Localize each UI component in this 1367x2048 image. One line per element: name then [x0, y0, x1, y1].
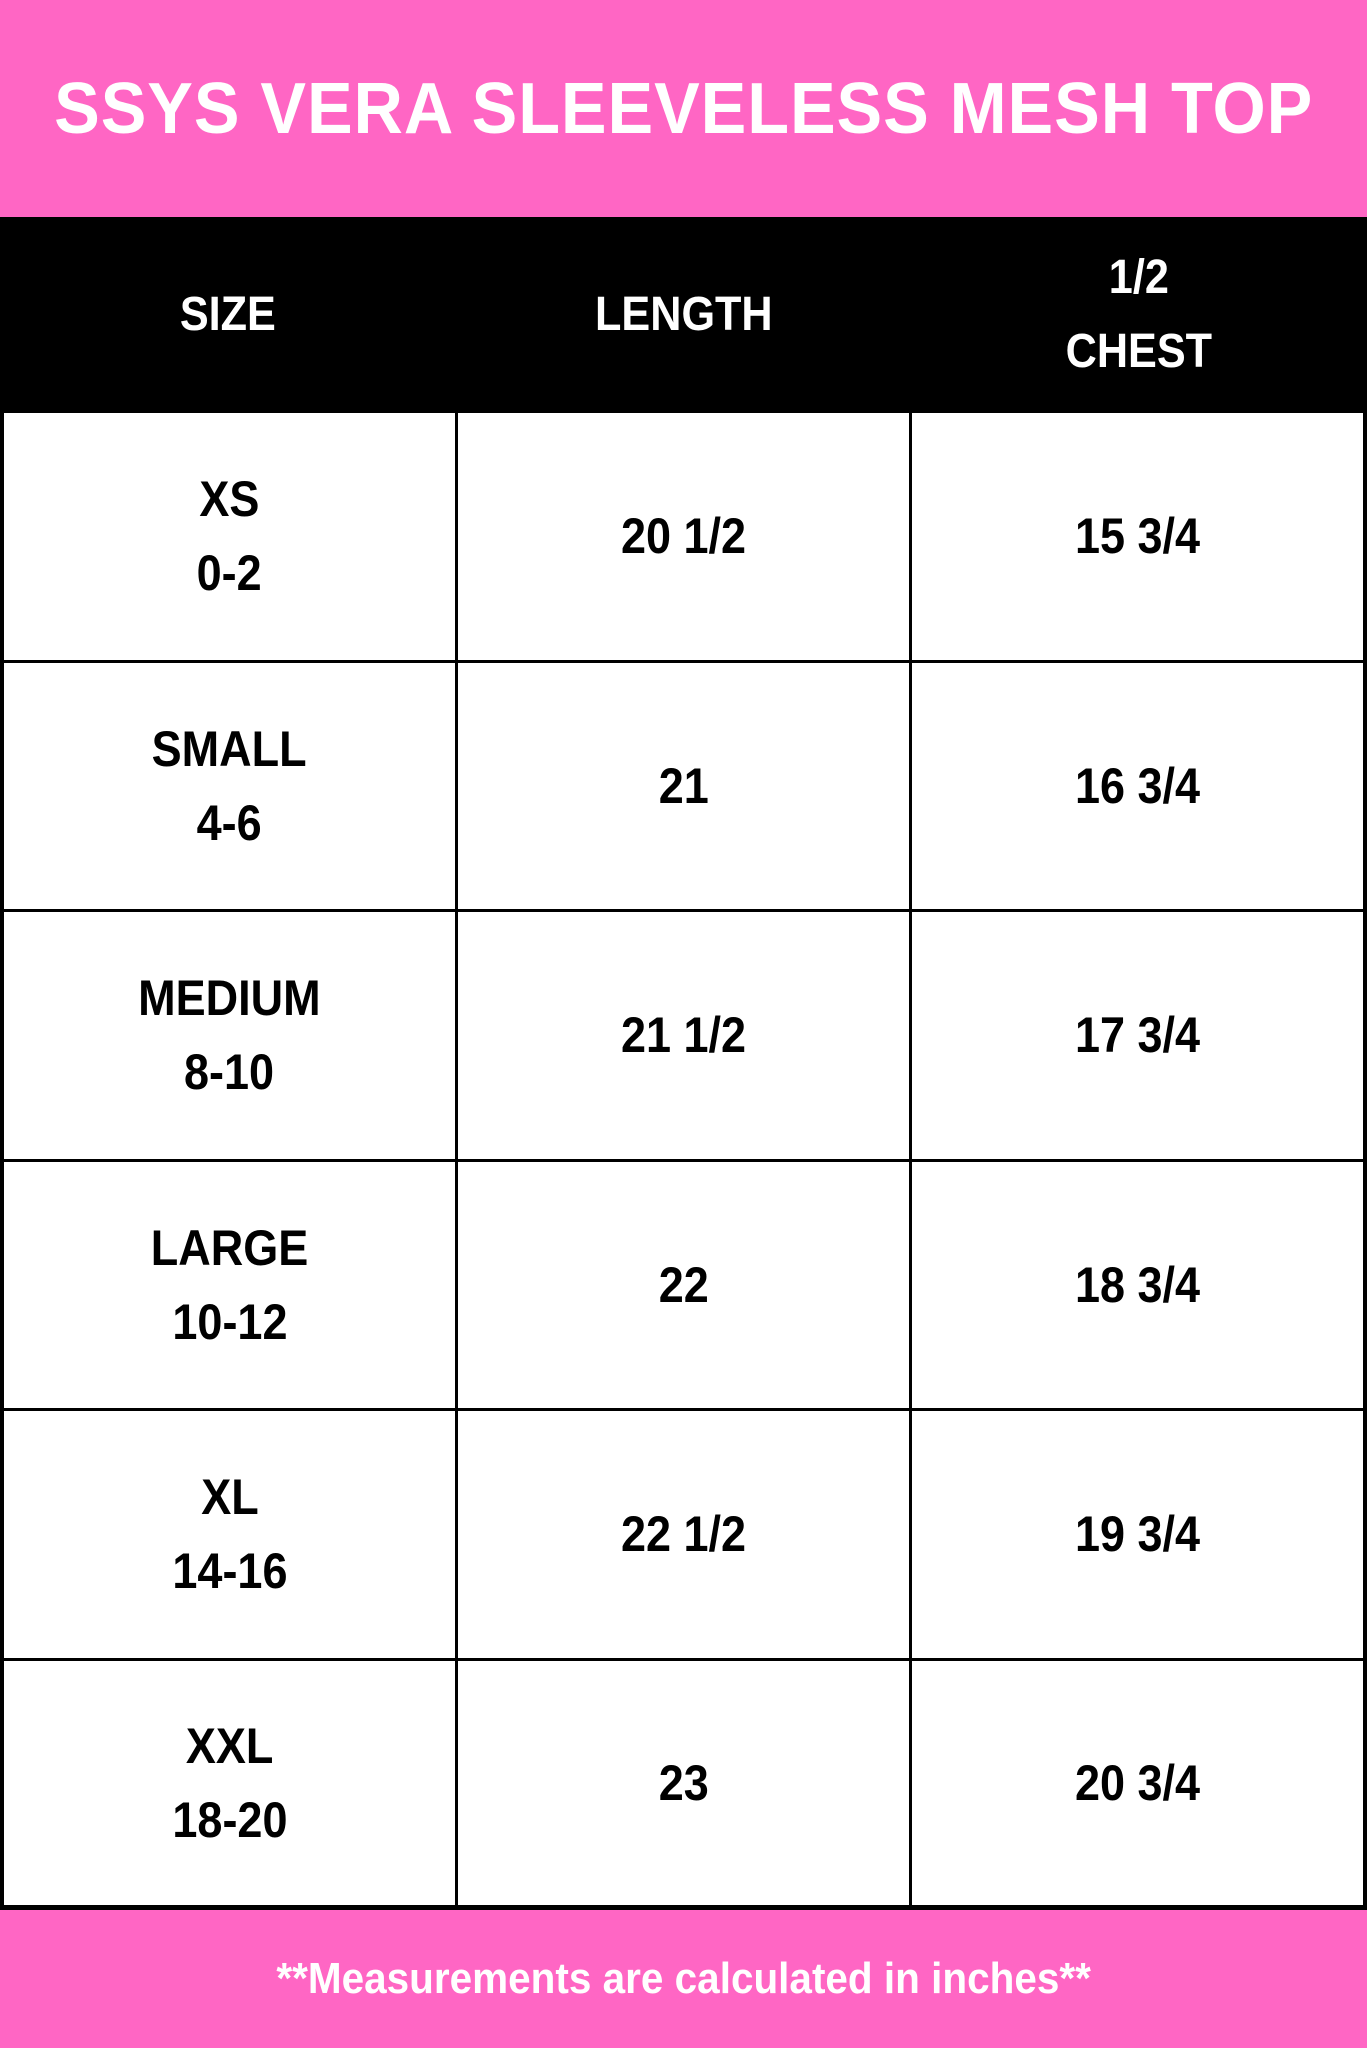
chest-value: 18 3/4 — [1074, 1256, 1201, 1313]
size-range: 4-6 — [196, 794, 263, 851]
length-value: 21 — [658, 757, 709, 814]
table-row: LARGE 10-12 22 18 3/4 — [4, 1161, 1363, 1411]
length-value: 20 1/2 — [620, 508, 747, 565]
size-range: 18-20 — [171, 1791, 288, 1848]
length-cell: 20 1/2 — [455, 413, 909, 660]
header-half-chest: 1/2 CHEST — [1065, 251, 1213, 378]
size-range: 14-16 — [171, 1543, 288, 1600]
table-header: SIZE LENGTH 1/2 CHEST — [0, 217, 1367, 413]
chest-cell: 15 3/4 — [909, 413, 1363, 660]
size-cell: XL 14-16 — [4, 1411, 455, 1658]
size-label: MEDIUM — [138, 970, 321, 1027]
size-label: XL — [200, 1469, 259, 1526]
size-label: XS — [199, 471, 260, 528]
length-cell: 21 — [455, 662, 909, 909]
length-cell: 22 — [455, 1161, 909, 1408]
chest-cell: 17 3/4 — [909, 912, 1363, 1159]
size-label: SMALL — [152, 720, 307, 777]
size-cell: MEDIUM 8-10 — [4, 912, 455, 1159]
length-value: 21 1/2 — [620, 1007, 747, 1064]
size-cell: SMALL 4-6 — [4, 663, 455, 910]
size-cell: XXL 18-20 — [4, 1661, 455, 1906]
length-value: 22 — [658, 1256, 709, 1313]
size-range: 0-2 — [196, 545, 263, 602]
chest-cell: 16 3/4 — [909, 662, 1363, 909]
size-label: LARGE — [150, 1219, 309, 1276]
chest-value: 19 3/4 — [1074, 1506, 1201, 1563]
header-size: SIZE — [179, 288, 276, 341]
chest-value: 20 3/4 — [1074, 1754, 1201, 1811]
chest-cell: 18 3/4 — [909, 1161, 1363, 1408]
title-bar: SSYS VERA SLEEVELESS MESH TOP — [0, 0, 1367, 217]
table-row: XS 0-2 20 1/2 15 3/4 — [4, 413, 1363, 663]
size-range: 10-12 — [171, 1293, 288, 1350]
chest-value: 17 3/4 — [1074, 1007, 1201, 1064]
chest-value: 16 3/4 — [1074, 757, 1201, 814]
page-title: SSYS VERA SLEEVELESS MESH TOP — [53, 68, 1314, 149]
length-value: 23 — [658, 1754, 709, 1811]
length-cell: 23 — [455, 1660, 909, 1905]
length-cell: 22 1/2 — [455, 1411, 909, 1658]
table-row: SMALL 4-6 21 16 3/4 — [4, 662, 1363, 912]
chest-cell: 20 3/4 — [909, 1660, 1363, 1905]
size-range: 8-10 — [184, 1044, 275, 1101]
length-value: 22 1/2 — [620, 1506, 747, 1563]
table-row: XL 14-16 22 1/2 19 3/4 — [4, 1411, 1363, 1661]
length-cell: 21 1/2 — [455, 912, 909, 1159]
table-row: MEDIUM 8-10 21 1/2 17 3/4 — [4, 912, 1363, 1162]
size-table: XS 0-2 20 1/2 15 3/4 SMALL 4-6 21 16 3/4 M… — [0, 413, 1367, 1910]
chest-value: 15 3/4 — [1074, 508, 1201, 565]
chest-cell: 19 3/4 — [909, 1411, 1363, 1658]
size-label: XXL — [185, 1717, 274, 1774]
table-row: XXL 18-20 23 20 3/4 — [4, 1660, 1363, 1910]
footer-bar: **Measurements are calculated in inches*… — [0, 1910, 1367, 2048]
header-length: LENGTH — [594, 288, 773, 341]
size-cell: XS 0-2 — [4, 413, 455, 660]
size-cell: LARGE 10-12 — [4, 1162, 455, 1409]
footer-note: **Measurements are calculated in inches*… — [276, 1954, 1091, 2003]
